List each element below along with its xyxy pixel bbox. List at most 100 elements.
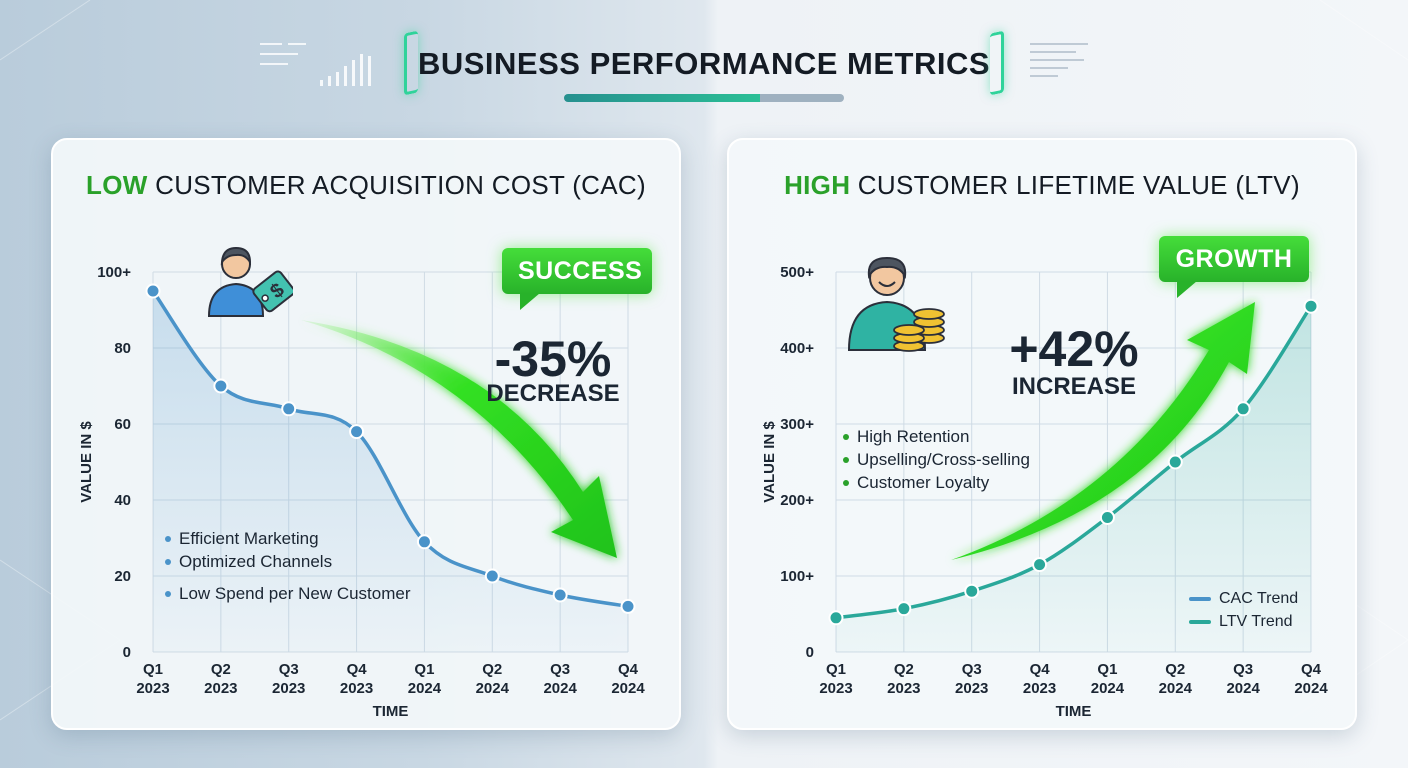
y-tick-label: 0: [806, 644, 814, 661]
cac-line-chart: 0 20 40 60 80 100+ Q1 2023 Q2 2023 Q3 2023 Q4 2023 Q1 2…: [78, 264, 645, 720]
data-point: [1303, 298, 1319, 314]
growth-badge: GROWTH: [1159, 236, 1309, 298]
y-tick-label: 20: [114, 568, 131, 585]
bullet-dot-icon: [843, 456, 849, 463]
x-tick-label: Q1: [826, 661, 846, 678]
y-axis-label: VALUE IN $: [78, 421, 95, 503]
y-tick-label: 200+: [780, 492, 814, 509]
header-left-decoration-icon: [260, 43, 371, 86]
x-tick-label: 2023: [1023, 680, 1056, 697]
x-axis-label: TIME: [373, 703, 409, 720]
list-item: High Retention: [843, 425, 1030, 448]
chart-legend: CAC Trend LTV Trend: [1189, 587, 1298, 633]
header-right-decoration-icon: [1030, 43, 1088, 77]
legend-item-ltv: LTV Trend: [1189, 610, 1298, 633]
y-tick-label: 500+: [780, 264, 814, 281]
data-point: [1235, 401, 1251, 417]
x-tick-label: 2024: [476, 680, 510, 697]
y-tick-label: 300+: [780, 416, 814, 433]
data-point: [896, 601, 912, 617]
x-tick-label: Q3: [550, 661, 570, 678]
list-item: Efficient Marketing: [165, 527, 411, 550]
list-item: Customer Loyalty: [843, 471, 1030, 494]
x-tick-label: 2023: [340, 680, 373, 697]
series-area: [836, 306, 1311, 652]
ltv-panel: HIGH CUSTOMER LIFETIME VALUE (LTV) 0 100+…: [727, 138, 1357, 730]
y-axis-label: VALUE IN $: [761, 421, 778, 503]
data-point: [484, 568, 500, 584]
x-tick-label: Q1: [1097, 661, 1117, 678]
cac-title-highlight: LOW: [86, 170, 148, 200]
ltv-change-word: INCREASE: [1011, 373, 1137, 400]
ltv-bullet-list: High Retention Upselling/Cross-selling C…: [843, 425, 1030, 494]
data-point: [1032, 557, 1048, 573]
data-point: [349, 424, 365, 440]
page-header: BUSINESS PERFORMANCE METRICS: [404, 30, 1004, 110]
data-point: [1167, 454, 1183, 470]
page-title: BUSINESS PERFORMANCE METRICS: [417, 46, 991, 81]
data-point: [1099, 509, 1115, 525]
y-tick-label: 80: [114, 340, 131, 357]
x-tick-label: Q3: [962, 661, 982, 678]
y-tick-label: 60: [114, 416, 131, 433]
x-tick-label: 2023: [272, 680, 305, 697]
x-tick-label: Q4: [1301, 661, 1322, 678]
legend-swatch-icon: [1189, 596, 1211, 601]
x-tick-label: Q3: [1233, 661, 1253, 678]
cac-panel: LOW CUSTOMER ACQUISITION COST (CAC) 0 20 4…: [51, 138, 681, 730]
arrow-down-right-icon: [301, 320, 617, 558]
x-tick-label: 2024: [611, 680, 645, 697]
arrow-up-right-icon: [951, 302, 1255, 560]
x-tick-label: Q4: [1030, 661, 1051, 678]
list-item: Low Spend per New Customer: [165, 582, 411, 605]
x-tick-label: 2023: [819, 680, 852, 697]
bullet-dot-icon: [165, 558, 171, 565]
x-tick-label: Q4: [347, 661, 368, 678]
x-tick-label: 2023: [136, 680, 169, 697]
bullet-dot-icon: [843, 479, 849, 486]
y-tick-label: 40: [114, 492, 131, 509]
x-tick-label: Q4: [618, 661, 639, 678]
x-tick-label: Q1: [143, 661, 163, 678]
y-tick-label: 0: [123, 644, 131, 661]
series-area: [153, 291, 628, 652]
x-tick-label: 2023: [204, 680, 237, 697]
data-point: [145, 283, 161, 299]
x-tick-label: Q2: [894, 661, 914, 678]
y-tick-label: 100+: [780, 568, 814, 585]
data-point: [213, 378, 229, 394]
ltv-title-rest: CUSTOMER LIFETIME VALUE (LTV): [850, 170, 1300, 200]
x-tick-label: 2023: [887, 680, 920, 697]
person-with-price-tag-icon: $: [203, 242, 296, 333]
legend-item-cac: CAC Trend: [1189, 587, 1298, 610]
x-tick-label: Q2: [1165, 661, 1185, 678]
x-tick-label: 2024: [543, 680, 577, 697]
x-axis-label: TIME: [1056, 703, 1092, 720]
x-tick-label: Q1: [414, 661, 434, 678]
x-tick-label: Q2: [211, 661, 231, 678]
success-badge: SUCCESS: [502, 248, 652, 310]
x-tick-label: 2024: [1159, 680, 1193, 697]
data-point: [620, 598, 636, 614]
cac-bullet-list: Efficient Marketing Optimized Channels L…: [165, 527, 411, 605]
bullet-dot-icon: [165, 590, 171, 597]
data-point: [552, 587, 568, 603]
y-tick-label: 400+: [780, 340, 814, 357]
ltv-line-chart: 0 100+ 200+ 300+ 400+ 500+ Q1 2023 Q2 2023 Q3 2023 Q…: [761, 264, 1328, 720]
cac-change-word: DECREASE: [486, 380, 620, 407]
list-item: Upselling/Cross-selling: [843, 448, 1030, 471]
x-tick-label: 2023: [955, 680, 988, 697]
bullet-dot-icon: [165, 535, 171, 542]
right-bracket-decoration: [990, 30, 1004, 96]
y-tick-label: 100+: [97, 264, 131, 281]
x-tick-label: 2024: [408, 680, 442, 697]
list-item: Optimized Channels: [165, 550, 411, 573]
ltv-title-highlight: HIGH: [784, 170, 851, 200]
legend-swatch-icon: [1189, 619, 1211, 624]
x-tick-label: 2024: [1226, 680, 1260, 697]
x-tick-label: 2024: [1294, 680, 1328, 697]
cac-change-percent: -35%: [494, 331, 612, 387]
header-progress-decoration: [564, 94, 844, 102]
data-point: [964, 583, 980, 599]
ltv-panel-title: HIGH CUSTOMER LIFETIME VALUE (LTV): [729, 170, 1355, 201]
